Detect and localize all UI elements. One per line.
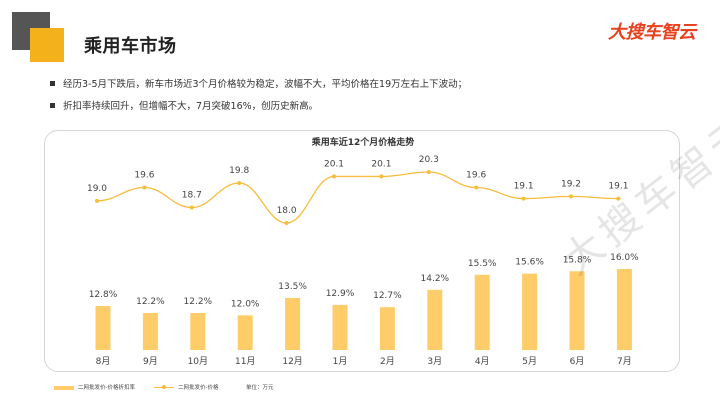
bar-data-label: 15.5%: [468, 259, 497, 269]
line-series: [95, 170, 621, 225]
legend-line-label: 二网批发价-价格: [178, 385, 219, 391]
line-point: [237, 181, 242, 186]
line-point: [474, 185, 479, 190]
line-data-label: 19.1: [608, 182, 628, 192]
line-data-label: 20.1: [371, 159, 391, 169]
line-path: [96, 171, 619, 224]
brand-logo: 大搜车智云: [608, 22, 696, 43]
line-point: [95, 198, 99, 203]
page-title: 乘用车市场: [84, 36, 177, 57]
bar-data-label: 16.0%: [610, 253, 639, 263]
bar-series: [95, 269, 632, 350]
bar: [522, 273, 538, 350]
line-labels: 19.0 19.6 18.7 19.8 18.0 20.1 20.1 20.3 19.6 19.1…: [87, 155, 628, 216]
legend-item-line: 二网批发价-价格: [154, 383, 219, 391]
bar: [616, 269, 632, 350]
line-point: [189, 205, 194, 210]
summary-bullets: 经历3-5月下跌后，新车市场近3个月价格较为稳定，波幅不大，平均价格在19万左右…: [50, 74, 467, 118]
chart-title: 乘用车近12个月价格走势: [311, 136, 415, 148]
x-tick-label: 3月: [427, 356, 442, 367]
bar-data-label: 12.2%: [136, 297, 165, 307]
bar-data-label: 15.6%: [515, 258, 544, 268]
line-data-label: 19.1: [514, 182, 534, 192]
bullet-text: 经历3-5月下跌后，新车市场近3个月价格较为稳定，波幅不大，平均价格在19万左右…: [63, 79, 468, 90]
line-point: [616, 196, 621, 201]
line-point: [284, 221, 289, 225]
line-data-label: 19.2: [561, 179, 581, 189]
line-point: [521, 196, 526, 201]
x-tick-label: 4月: [475, 356, 490, 367]
legend-bar-swatch: [54, 385, 74, 390]
bar: [237, 315, 253, 350]
x-tick-label: 10月: [188, 356, 208, 367]
bullet-text: 折扣率持续回升，但增幅不大，7月突破16%，创历史新高。: [63, 101, 319, 112]
legend-unit: 单位：万元: [246, 385, 274, 391]
x-tick-label: 9月: [143, 356, 158, 367]
x-tick-label: 8月: [96, 356, 111, 367]
bar: [190, 312, 206, 350]
legend-line-swatch: [154, 385, 174, 389]
x-tick-label: 11月: [235, 356, 255, 367]
line-data-label: 20.1: [324, 159, 344, 169]
line-data-label: 19.8: [229, 166, 249, 176]
bar: [474, 274, 490, 350]
bar-data-label: 12.2%: [184, 297, 213, 307]
x-tick-label: 12月: [282, 356, 302, 367]
bullet-item: 折扣率持续回升，但增幅不大，7月突破16%，创历史新高。: [50, 96, 467, 118]
bullet-square-icon: [50, 103, 55, 108]
bar-data-label: 15.8%: [563, 255, 592, 265]
line-data-label: 19.6: [134, 171, 154, 181]
bar: [95, 306, 111, 350]
bar-data-label: 14.2%: [421, 274, 450, 284]
line-data-label: 20.3: [419, 155, 439, 165]
bar: [569, 271, 585, 350]
bullet-square-icon: [50, 81, 55, 86]
bar-data-label: 12.8%: [89, 290, 118, 300]
line-data-label: 19.6: [466, 171, 486, 181]
x-axis-labels: 8月 9月 10月 11月 12月 1月 2月 3月 4月 5月 6月 7月: [96, 356, 632, 367]
bar: [285, 297, 301, 350]
x-tick-label: 7月: [617, 356, 632, 367]
bar-data-label: 13.5%: [278, 282, 307, 292]
line-point: [142, 185, 147, 190]
x-tick-label: 5月: [522, 356, 537, 367]
legend-bar-label: 二网批发价-价格折扣率: [78, 385, 135, 391]
bar-labels: 12.8% 12.2% 12.2% 12.0% 13.5% 12.9% 12.7% 14.2%…: [89, 253, 639, 309]
line-point: [379, 174, 384, 179]
bar: [427, 289, 443, 350]
line-point: [426, 170, 431, 174]
bar: [142, 312, 158, 350]
decor-square-yellow: [30, 28, 64, 62]
bullet-item: 经历3-5月下跌后，新车市场近3个月价格较为稳定，波幅不大，平均价格在19万左右…: [50, 74, 467, 96]
line-point: [332, 174, 336, 179]
legend-item-bar: 二网批发价-价格折扣率: [54, 383, 135, 391]
x-tick-label: 2月: [380, 356, 395, 367]
bar: [379, 307, 395, 350]
x-tick-label: 6月: [570, 356, 585, 367]
bar-data-label: 12.9%: [326, 289, 355, 299]
line-point: [569, 194, 573, 199]
line-data-label: 19.0: [87, 184, 107, 194]
x-tick-label: 1月: [333, 356, 348, 367]
line-data-label: 18.0: [277, 206, 297, 216]
bar-data-label: 12.0%: [231, 299, 260, 309]
bar: [332, 304, 348, 350]
bar-data-label: 12.7%: [373, 291, 402, 301]
line-data-label: 18.7: [182, 190, 202, 200]
